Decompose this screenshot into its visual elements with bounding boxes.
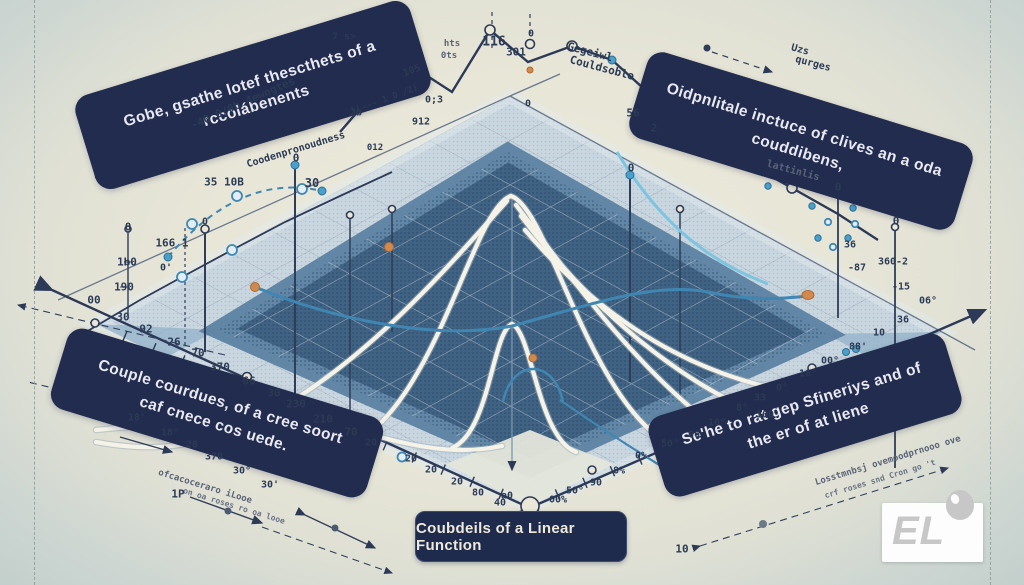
logo-text: EL — [892, 509, 946, 553]
logo-balloon-icon — [946, 490, 974, 520]
right-dashed-guide — [990, 0, 991, 585]
orange-markers — [250, 66, 815, 363]
title-box: Coubdeils of a Linear Function — [415, 511, 627, 562]
title-box-text: Coubdeils of a Linear Function — [416, 519, 575, 554]
left-dashed-guide — [34, 0, 35, 585]
logo: EL — [882, 490, 983, 562]
